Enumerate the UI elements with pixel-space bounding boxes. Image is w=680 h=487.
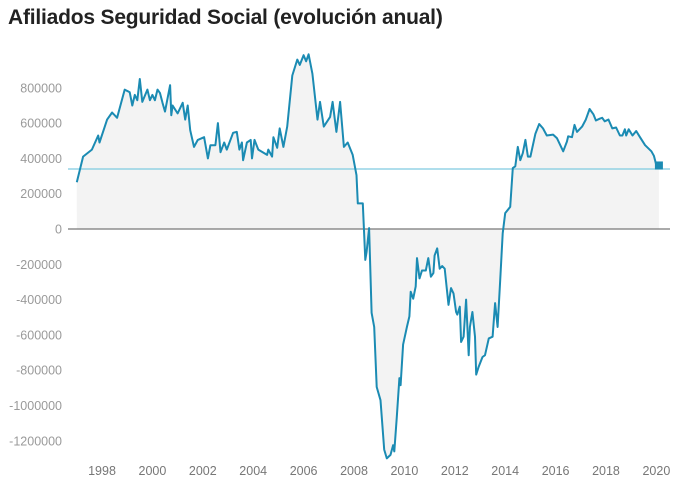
y-tick-label: 0 bbox=[55, 223, 62, 237]
area-fill bbox=[76, 54, 659, 459]
x-tick-label: 2008 bbox=[340, 464, 368, 478]
y-tick-label: 600000 bbox=[20, 117, 62, 131]
series-line bbox=[75, 53, 659, 460]
y-tick-label: -800000 bbox=[16, 364, 62, 378]
x-axis: 1998 2000 2002 2004 2006 2008 2010 2012 2014 2016… bbox=[88, 464, 670, 478]
x-tick-label: 2002 bbox=[189, 464, 217, 478]
y-tick-label: -400000 bbox=[16, 293, 62, 307]
y-tick-label: 400000 bbox=[20, 152, 62, 166]
x-tick-label: 2012 bbox=[441, 464, 469, 478]
x-tick-label: 2014 bbox=[491, 464, 519, 478]
y-axis: 800000 600000 400000 200000 0 -200000 -400000 -… bbox=[9, 81, 62, 448]
x-tick-label: 2020 bbox=[642, 464, 670, 478]
y-tick-label: 800000 bbox=[20, 81, 62, 95]
y-tick-label: -1200000 bbox=[9, 434, 62, 448]
y-tick-label: 200000 bbox=[20, 187, 62, 201]
y-tick-label: -600000 bbox=[16, 328, 62, 342]
x-tick-label: 2018 bbox=[592, 464, 620, 478]
y-tick-label: -1000000 bbox=[9, 399, 62, 413]
y-tick-label: -200000 bbox=[16, 258, 62, 272]
x-tick-label: 2000 bbox=[139, 464, 167, 478]
x-tick-label: 2016 bbox=[542, 464, 570, 478]
x-tick-label: 2004 bbox=[239, 464, 267, 478]
chart-title: Afiliados Seguridad Social (evolución an… bbox=[8, 6, 443, 29]
x-tick-label: 1998 bbox=[88, 464, 116, 478]
x-tick-label: 2006 bbox=[290, 464, 318, 478]
x-tick-label: 2010 bbox=[390, 464, 418, 478]
last-point-marker bbox=[654, 161, 663, 170]
